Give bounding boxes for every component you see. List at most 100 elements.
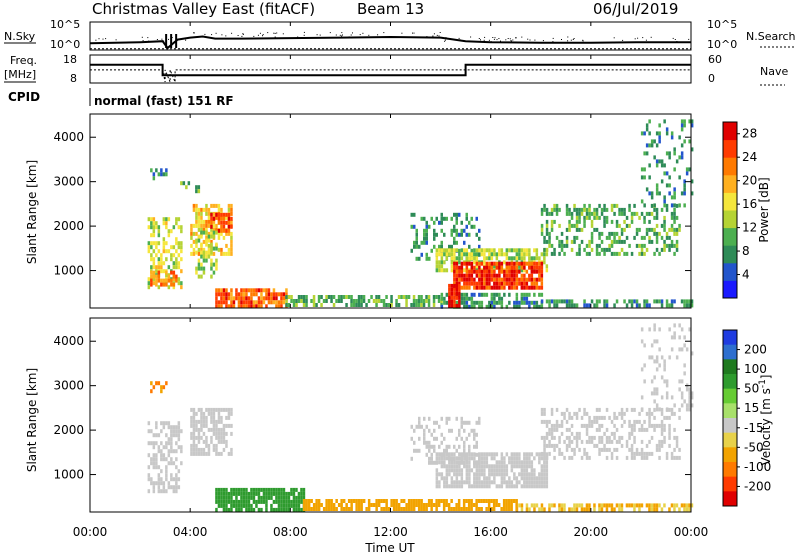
heatmap-cell	[493, 452, 496, 457]
heatmap-cell	[485, 273, 489, 278]
heatmap-cell	[220, 427, 223, 432]
heatmap-cell	[510, 269, 514, 274]
heatmap-cell	[155, 381, 158, 386]
heatmap-cell	[543, 468, 546, 473]
heatmap-cell	[648, 211, 651, 216]
heatmap-cell	[415, 448, 418, 453]
heatmap-cell	[230, 407, 233, 412]
heatmap-cell	[623, 207, 626, 212]
heatmap-cell	[440, 292, 444, 297]
heatmap-cell	[625, 235, 629, 240]
heatmap-cell	[628, 503, 631, 508]
heatmap-cell	[455, 269, 459, 274]
heatmap-cell	[390, 299, 393, 303]
heatmap-cell	[510, 261, 514, 266]
heatmap-cell	[182, 181, 186, 186]
heatmap-cell	[445, 476, 449, 481]
heatmap-cell	[277, 292, 281, 297]
heatmap-cell	[235, 487, 238, 492]
heatmap-cell	[435, 503, 438, 507]
heatmap-cell	[172, 285, 176, 290]
heatmap-cell	[465, 456, 468, 461]
heatmap-cell	[473, 265, 476, 270]
heatmap-cell	[200, 415, 203, 420]
heatmap-cell	[473, 472, 476, 477]
y-tick-label: 2000	[53, 423, 84, 437]
heatmap-cell	[553, 207, 556, 212]
heatmap-cell	[630, 219, 634, 224]
nsky-tick-top-left: 10^5	[50, 18, 80, 31]
heatmap-cell	[277, 495, 281, 500]
heatmap-cell	[302, 295, 306, 299]
heatmap-cell	[432, 299, 436, 303]
heatmap-cell	[147, 453, 151, 458]
heatmap-cell	[375, 299, 378, 303]
heatmap-cell	[255, 499, 258, 504]
heatmap-cell	[475, 232, 478, 237]
heatmap-cell	[235, 495, 238, 500]
heatmap-cell	[230, 243, 233, 248]
heatmap-cell	[155, 457, 158, 462]
heatmap-cell	[588, 215, 591, 220]
nsky-point	[383, 32, 385, 34]
heatmap-cell	[648, 119, 651, 124]
heatmap-cell	[225, 495, 228, 500]
heatmap-cell	[425, 220, 428, 225]
heatmap-cell	[468, 232, 471, 237]
heatmap-cell	[350, 503, 353, 507]
heatmap-cell	[550, 407, 554, 412]
heatmap-cell	[262, 300, 266, 305]
heatmap-cell	[580, 227, 584, 232]
heatmap-cell	[448, 460, 451, 465]
heatmap-cell	[425, 256, 428, 261]
x-tick-label: 00:00	[73, 525, 108, 539]
heatmap-cell	[450, 484, 454, 489]
heatmap-cell	[565, 203, 569, 208]
heatmap-cell	[590, 235, 594, 240]
heatmap-cell	[638, 243, 641, 248]
heatmap-cell	[180, 445, 183, 450]
heatmap-cell	[628, 431, 631, 436]
heatmap-cell	[435, 456, 439, 461]
heatmap-cell	[460, 252, 464, 257]
heatmap-cell	[450, 499, 453, 503]
heatmap-cell	[245, 503, 248, 508]
heatmap-cell	[473, 436, 476, 441]
heatmap-cell	[600, 231, 604, 236]
heatmap-cell	[455, 240, 458, 245]
heatmap-cell	[297, 491, 301, 496]
heatmap-cell	[673, 207, 676, 212]
heatmap-cell	[510, 503, 513, 507]
heatmap-cell	[683, 507, 686, 512]
heatmap-cell	[195, 423, 198, 428]
heatmap-cell	[615, 439, 619, 444]
nsky-point	[276, 32, 278, 34]
heatmap-cell	[190, 451, 193, 456]
heatmap-cell	[580, 207, 584, 212]
heatmap-cell	[643, 419, 646, 424]
heatmap-cell	[678, 175, 681, 180]
heatmap-cell	[530, 273, 534, 278]
heatmap-cell	[463, 296, 466, 301]
heatmap-cell	[663, 195, 666, 200]
heatmap-cell	[628, 435, 631, 440]
heatmap-cell	[680, 191, 684, 196]
heatmap-cell	[490, 452, 494, 457]
heatmap-cell	[215, 230, 218, 235]
nsky-point	[642, 37, 644, 39]
heatmap-cell	[498, 300, 501, 305]
heatmap-cell	[475, 248, 479, 253]
heatmap-cell	[255, 503, 258, 508]
heatmap-cell	[312, 503, 316, 507]
heatmap-cell	[510, 464, 514, 469]
heatmap-cell	[222, 212, 226, 217]
heatmap-cell	[172, 282, 176, 287]
heatmap-cell	[570, 415, 574, 420]
heatmap-cell	[503, 480, 506, 485]
heatmap-cell	[160, 172, 163, 177]
heatmap-cell	[653, 387, 656, 392]
heatmap-cell	[217, 491, 221, 496]
heatmap-cell	[275, 495, 278, 500]
heatmap-cell	[510, 273, 514, 278]
heatmap-cell	[407, 507, 411, 511]
